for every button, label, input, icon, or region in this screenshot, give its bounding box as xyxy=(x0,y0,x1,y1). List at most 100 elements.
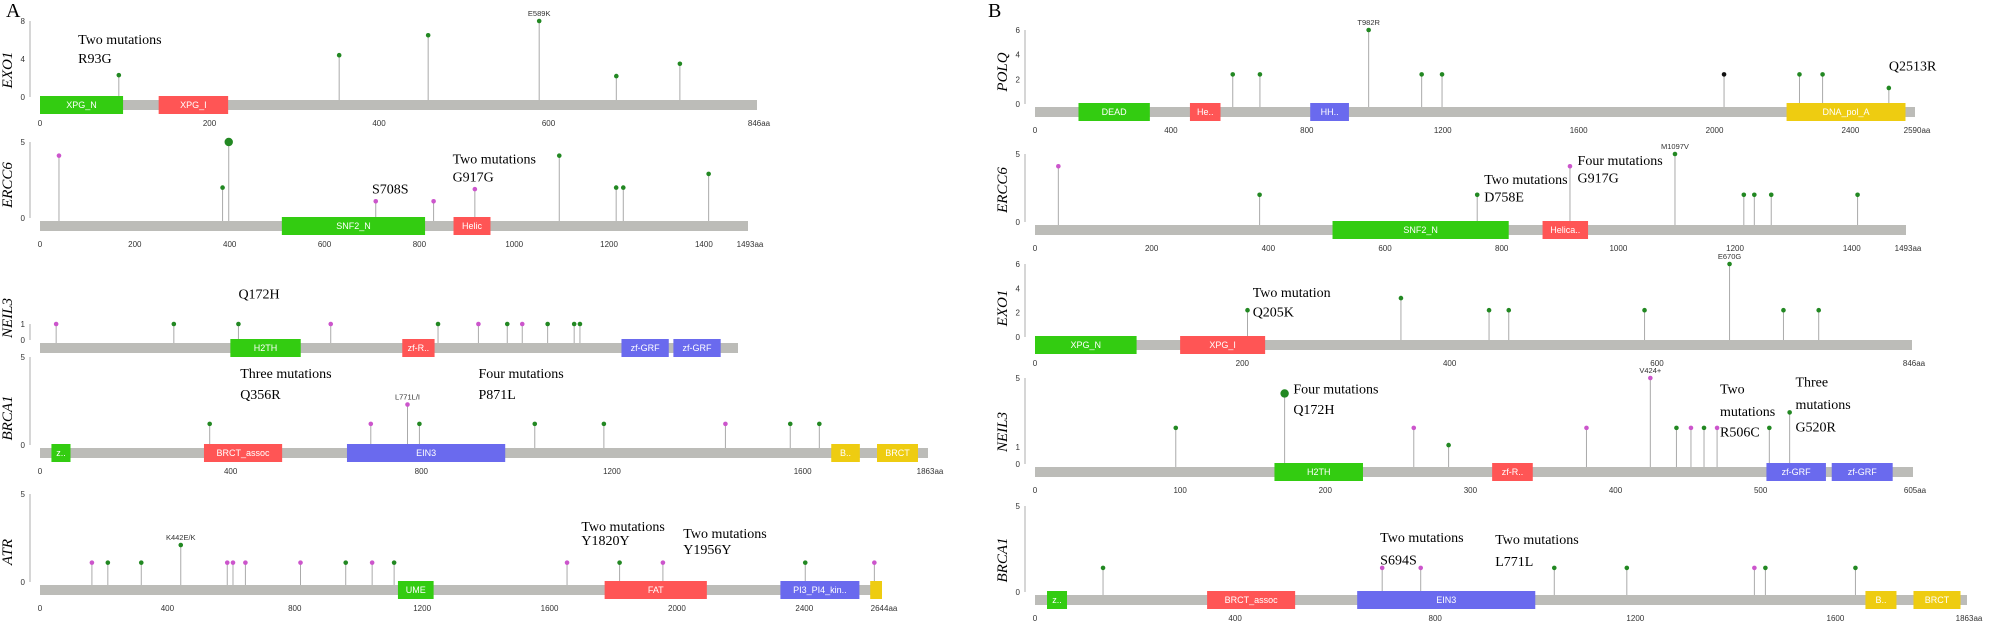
domain-box xyxy=(346,444,506,462)
mutation-point xyxy=(1752,565,1757,571)
domain-box xyxy=(1207,591,1296,609)
y-tick-label: 0 xyxy=(21,214,26,223)
mutation-annotation: Two mutations xyxy=(453,152,536,167)
x-tick-label: 600 xyxy=(1650,359,1664,368)
domain-box xyxy=(870,581,882,599)
mutation-point xyxy=(476,321,481,327)
domain-label: BRCT_assoc xyxy=(217,448,271,458)
x-tick-label: 0 xyxy=(38,604,43,613)
domain-box xyxy=(876,444,918,462)
mutation-point xyxy=(1624,565,1630,571)
x-tick-label: 400 xyxy=(1443,359,1457,368)
mutation-point xyxy=(601,421,607,427)
protein-backbone xyxy=(40,100,757,110)
x-tick-label: 600 xyxy=(1378,244,1392,253)
mutation-point xyxy=(105,560,111,565)
panel-letter-b: B xyxy=(988,0,1001,22)
mutation-annotation: D758E xyxy=(1484,191,1524,206)
x-tick-label: 0 xyxy=(1033,244,1038,253)
mutation-point xyxy=(723,421,728,427)
mutation-point xyxy=(1763,565,1768,571)
x-tick-label: 1600 xyxy=(1827,614,1845,623)
domain-box xyxy=(281,217,426,235)
mutation-point xyxy=(220,185,225,190)
gene-name: NEIL3 xyxy=(995,412,1011,453)
x-tick-label: 400 xyxy=(1228,614,1242,623)
domain-box xyxy=(1332,221,1509,239)
mutation-annotation: mutations xyxy=(1795,398,1850,413)
x-tick-label: 2400 xyxy=(1842,126,1860,135)
mutation-point xyxy=(298,560,303,565)
x-tick-label: 1600 xyxy=(1570,126,1588,135)
mutation-annotation: R93G xyxy=(78,52,111,67)
domain-label: zf-GRF xyxy=(1782,467,1811,477)
domain-label: Helica.. xyxy=(1550,225,1580,235)
mutation-point xyxy=(1714,425,1720,431)
y-tick-label: 0 xyxy=(1016,460,1021,469)
x-tick-label: 400 xyxy=(223,240,237,249)
gene-name: NEIL3 xyxy=(0,298,16,339)
y-tick-label: 8 xyxy=(21,17,26,26)
mutation-point xyxy=(1721,72,1727,77)
domain-box xyxy=(1078,103,1150,121)
gene-name: EXO1 xyxy=(995,290,1011,328)
mutation-point xyxy=(1787,410,1792,415)
domain-label: BRCT xyxy=(885,448,910,458)
mutation-point xyxy=(1486,307,1492,313)
y-tick-label: 0 xyxy=(21,578,26,587)
domain-box xyxy=(831,444,860,462)
mutation-annotation: Q356R xyxy=(240,388,281,403)
mutation-point xyxy=(802,560,808,565)
mutation-point xyxy=(343,560,349,565)
x-tick-label: 2000 xyxy=(668,604,686,613)
x-tick-label: 1200 xyxy=(600,240,618,249)
plot-a-neil3: NEIL3 0 1 H2TH zf-R.. zf-GRF zf-GRF Q172H xyxy=(0,287,738,357)
x-tick-label: 800 xyxy=(1495,244,1509,253)
mutation-point xyxy=(1816,307,1822,313)
mutation-point xyxy=(556,153,562,158)
domain-box xyxy=(621,339,669,357)
y-tick-label: 4 xyxy=(21,55,26,64)
mutation-label: E589K xyxy=(528,9,551,18)
mutation-point xyxy=(230,560,236,565)
x-tick-label: 1600 xyxy=(794,467,812,476)
mutation-point xyxy=(1418,565,1424,571)
mutation-point xyxy=(577,321,583,327)
gene-name: BRCA1 xyxy=(0,396,16,441)
y-tick-label: 0 xyxy=(1016,588,1021,597)
mutation-point xyxy=(706,171,711,177)
x-tick-label: 200 xyxy=(203,119,217,128)
mutation-point xyxy=(613,185,619,190)
mutation-point xyxy=(1379,565,1385,571)
domain-label: z.. xyxy=(1052,595,1062,605)
mutation-point xyxy=(53,321,59,327)
mutation-point xyxy=(571,321,577,327)
x-tick-label: 800 xyxy=(1429,614,1443,623)
plot-b-brca1: BRCA1 0 5 z.. BRCT_assoc EIN3 B.. BRCT 0 400 800 12… xyxy=(995,502,1983,623)
x-tick-label: 2000 xyxy=(1706,126,1724,135)
y-tick-label: 5 xyxy=(21,138,26,147)
mutation-annotation: Q172H xyxy=(1293,403,1334,418)
mutation-point xyxy=(336,52,342,58)
mutation-annotation: Two xyxy=(1720,382,1745,397)
mutation-point xyxy=(236,321,241,327)
domain-label: XPG_I xyxy=(1209,340,1236,350)
mutation-point xyxy=(1886,85,1892,91)
domain-box xyxy=(1357,591,1536,609)
mutation-point xyxy=(1411,425,1417,431)
x-tick-label: 0 xyxy=(1033,614,1038,623)
domain-label: zf-GRF xyxy=(1848,467,1877,477)
length-label: 2644aa xyxy=(871,604,898,613)
mutation-point xyxy=(1173,425,1179,431)
mutation-point xyxy=(1398,295,1404,301)
length-label: 605aa xyxy=(1904,486,1927,495)
mutation-annotation: Two mutations xyxy=(78,33,161,48)
mutation-point xyxy=(405,402,410,407)
x-tick-label: 0 xyxy=(1033,126,1038,135)
mutation-point xyxy=(1446,442,1451,448)
mutation-label: K442E/K xyxy=(166,533,196,542)
domain-box xyxy=(1274,463,1363,481)
mutation-point xyxy=(373,198,379,204)
domain-box xyxy=(1913,591,1961,609)
y-tick-label: 1 xyxy=(21,320,26,329)
